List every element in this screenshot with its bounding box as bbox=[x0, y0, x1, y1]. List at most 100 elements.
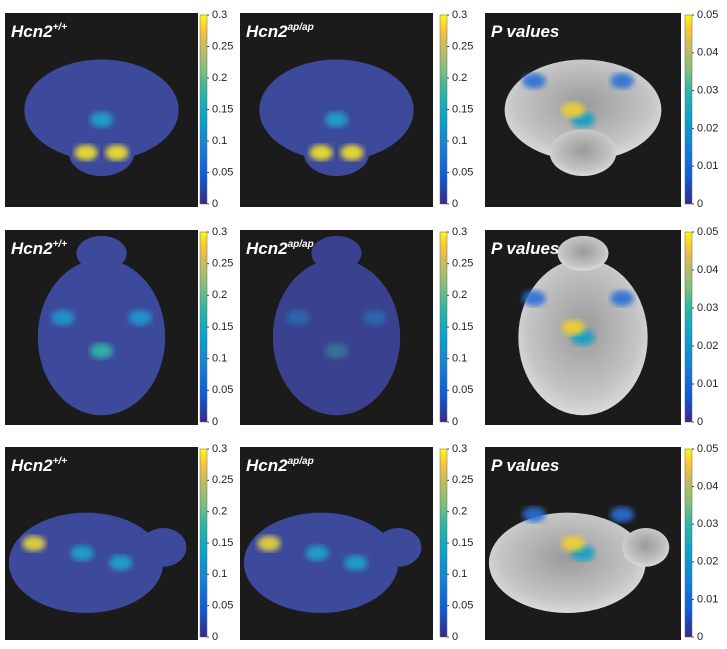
colorbar-tick-label: 0.2 bbox=[212, 506, 227, 518]
signal-spot bbox=[561, 102, 585, 118]
colorbar-tick-label: 0.05 bbox=[452, 384, 473, 396]
brain bbox=[24, 59, 179, 161]
colorbar-tick-label: 0.05 bbox=[212, 166, 233, 178]
signal-spot bbox=[74, 144, 98, 161]
brain bbox=[259, 59, 414, 161]
colorbar-tick-label: 0.15 bbox=[452, 103, 473, 115]
colorbar-tick-label: 0 bbox=[212, 416, 218, 428]
colorbar-tick-label: 0.2 bbox=[212, 72, 227, 84]
colorbar-tick-label: 0.03 bbox=[697, 302, 718, 314]
panel-title: Hcn2+/+ bbox=[11, 22, 67, 41]
signal-spot bbox=[109, 555, 133, 571]
panel: Hcn2+/+ 0 0.05 0.1 0.15 0.2 0.25 0.3 bbox=[5, 9, 233, 210]
colorbar-tick-label: 0.25 bbox=[212, 474, 233, 486]
signal-spot bbox=[561, 319, 585, 336]
signal-spot bbox=[344, 555, 368, 571]
signal-spot bbox=[286, 309, 310, 326]
colorbar-tick-label: 0 bbox=[697, 198, 703, 210]
panel: P values 0 0.01 0.02 0.03 0.04 0.05 bbox=[485, 9, 718, 210]
colorbar-tick-label: 0.05 bbox=[212, 384, 233, 396]
title-text: P values bbox=[491, 456, 559, 475]
colorbar bbox=[439, 231, 448, 423]
brain bbox=[375, 528, 422, 567]
title-superscript: ap/ap bbox=[288, 22, 314, 33]
signal-spot bbox=[610, 290, 634, 307]
brain bbox=[303, 129, 370, 176]
colorbar-tick-label: 0.02 bbox=[697, 122, 718, 134]
colorbar-tick-label: 0.02 bbox=[697, 556, 718, 568]
brain bbox=[549, 129, 617, 176]
signal-spot bbox=[610, 73, 634, 89]
colorbar-tick-label: 0.3 bbox=[452, 443, 467, 455]
colorbar-tick-label: 0.15 bbox=[212, 537, 233, 549]
colorbar-tick-label: 0.15 bbox=[452, 321, 473, 333]
signal-spot bbox=[257, 535, 281, 552]
colorbar-tick-label: 0 bbox=[452, 416, 458, 428]
panel-title: Hcn2ap/ap bbox=[246, 22, 314, 41]
signal-spot bbox=[51, 309, 75, 326]
panel: Hcn2ap/ap 0 0.05 0.1 0.15 0.2 0.25 0.3 bbox=[240, 443, 473, 643]
colorbar-tick-label: 0.2 bbox=[452, 289, 467, 301]
colorbar-tick-label: 0.25 bbox=[452, 40, 473, 52]
signal-spot bbox=[89, 343, 114, 359]
colorbar-tick-label: 0.25 bbox=[452, 258, 473, 270]
colorbar-tick-label: 0 bbox=[697, 631, 703, 643]
colorbar-tick-label: 0.01 bbox=[697, 593, 718, 605]
colorbar-tick-label: 0.05 bbox=[697, 443, 718, 455]
colorbar-tick-label: 0.1 bbox=[452, 353, 467, 365]
colorbar bbox=[439, 14, 448, 205]
colorbar-tick-label: 0.3 bbox=[212, 9, 227, 21]
title-text: P values bbox=[491, 239, 559, 258]
colorbar-tick-label: 0.3 bbox=[212, 443, 227, 455]
signal-spot bbox=[340, 144, 364, 161]
signal-spot bbox=[522, 73, 546, 89]
brain bbox=[311, 235, 362, 271]
colorbar-tick-label: 0.15 bbox=[212, 103, 233, 115]
brain bbox=[8, 512, 164, 613]
colorbar-tick-label: 0.3 bbox=[452, 226, 467, 238]
title-text: Hcn2 bbox=[246, 239, 288, 258]
panel: P values 0 0.01 0.02 0.03 0.04 0.05 bbox=[485, 226, 718, 428]
colorbar-tick-label: 0.1 bbox=[452, 568, 467, 580]
panel-title: Hcn2ap/ap bbox=[246, 456, 314, 475]
signal-spot bbox=[105, 144, 129, 161]
signal-spot bbox=[309, 144, 333, 161]
panel-title: Hcn2ap/ap bbox=[246, 239, 314, 258]
panel-title: P values bbox=[491, 239, 559, 258]
colorbar-tick-label: 0.05 bbox=[697, 226, 718, 238]
title-text: Hcn2 bbox=[11, 22, 53, 41]
signal-spot bbox=[305, 545, 329, 561]
colorbar-tick-label: 0.1 bbox=[212, 353, 227, 365]
signal-spot bbox=[522, 290, 546, 307]
panel: Hcn2+/+ 0 0.05 0.1 0.15 0.2 0.25 0.3 bbox=[5, 226, 233, 428]
colorbar bbox=[684, 448, 693, 638]
panel-title: Hcn2+/+ bbox=[11, 456, 67, 475]
colorbar-tick-label: 0.03 bbox=[697, 518, 718, 530]
brain bbox=[272, 259, 401, 416]
title-text: Hcn2 bbox=[246, 22, 288, 41]
signal-spot bbox=[128, 309, 152, 326]
signal-spot bbox=[522, 506, 546, 523]
colorbar-tick-label: 0.15 bbox=[452, 537, 473, 549]
panel-title: P values bbox=[491, 456, 559, 475]
brain bbox=[557, 235, 609, 271]
colorbar-tick-label: 0.2 bbox=[212, 289, 227, 301]
colorbar-tick-label: 0 bbox=[212, 631, 218, 643]
colorbar bbox=[684, 231, 693, 423]
panel: Hcn2+/+ 0 0.05 0.1 0.15 0.2 0.25 0.3 bbox=[5, 443, 233, 643]
colorbar-tick-label: 0.02 bbox=[697, 340, 718, 352]
signal-spot bbox=[561, 535, 585, 552]
colorbar-tick-label: 0.03 bbox=[697, 85, 718, 97]
signal-spot bbox=[22, 535, 46, 552]
colorbar-tick-label: 0.15 bbox=[212, 321, 233, 333]
title-superscript: +/+ bbox=[53, 456, 68, 467]
colorbar-tick-label: 0.25 bbox=[212, 258, 233, 270]
signal-spot bbox=[610, 506, 634, 523]
title-superscript: ap/ap bbox=[288, 239, 314, 250]
colorbar-tick-label: 0.04 bbox=[697, 47, 718, 59]
colorbar-tick-label: 0.05 bbox=[697, 9, 718, 21]
colorbar bbox=[199, 448, 208, 638]
colorbar-tick-label: 0 bbox=[697, 416, 703, 428]
panel-title: Hcn2+/+ bbox=[11, 239, 67, 258]
